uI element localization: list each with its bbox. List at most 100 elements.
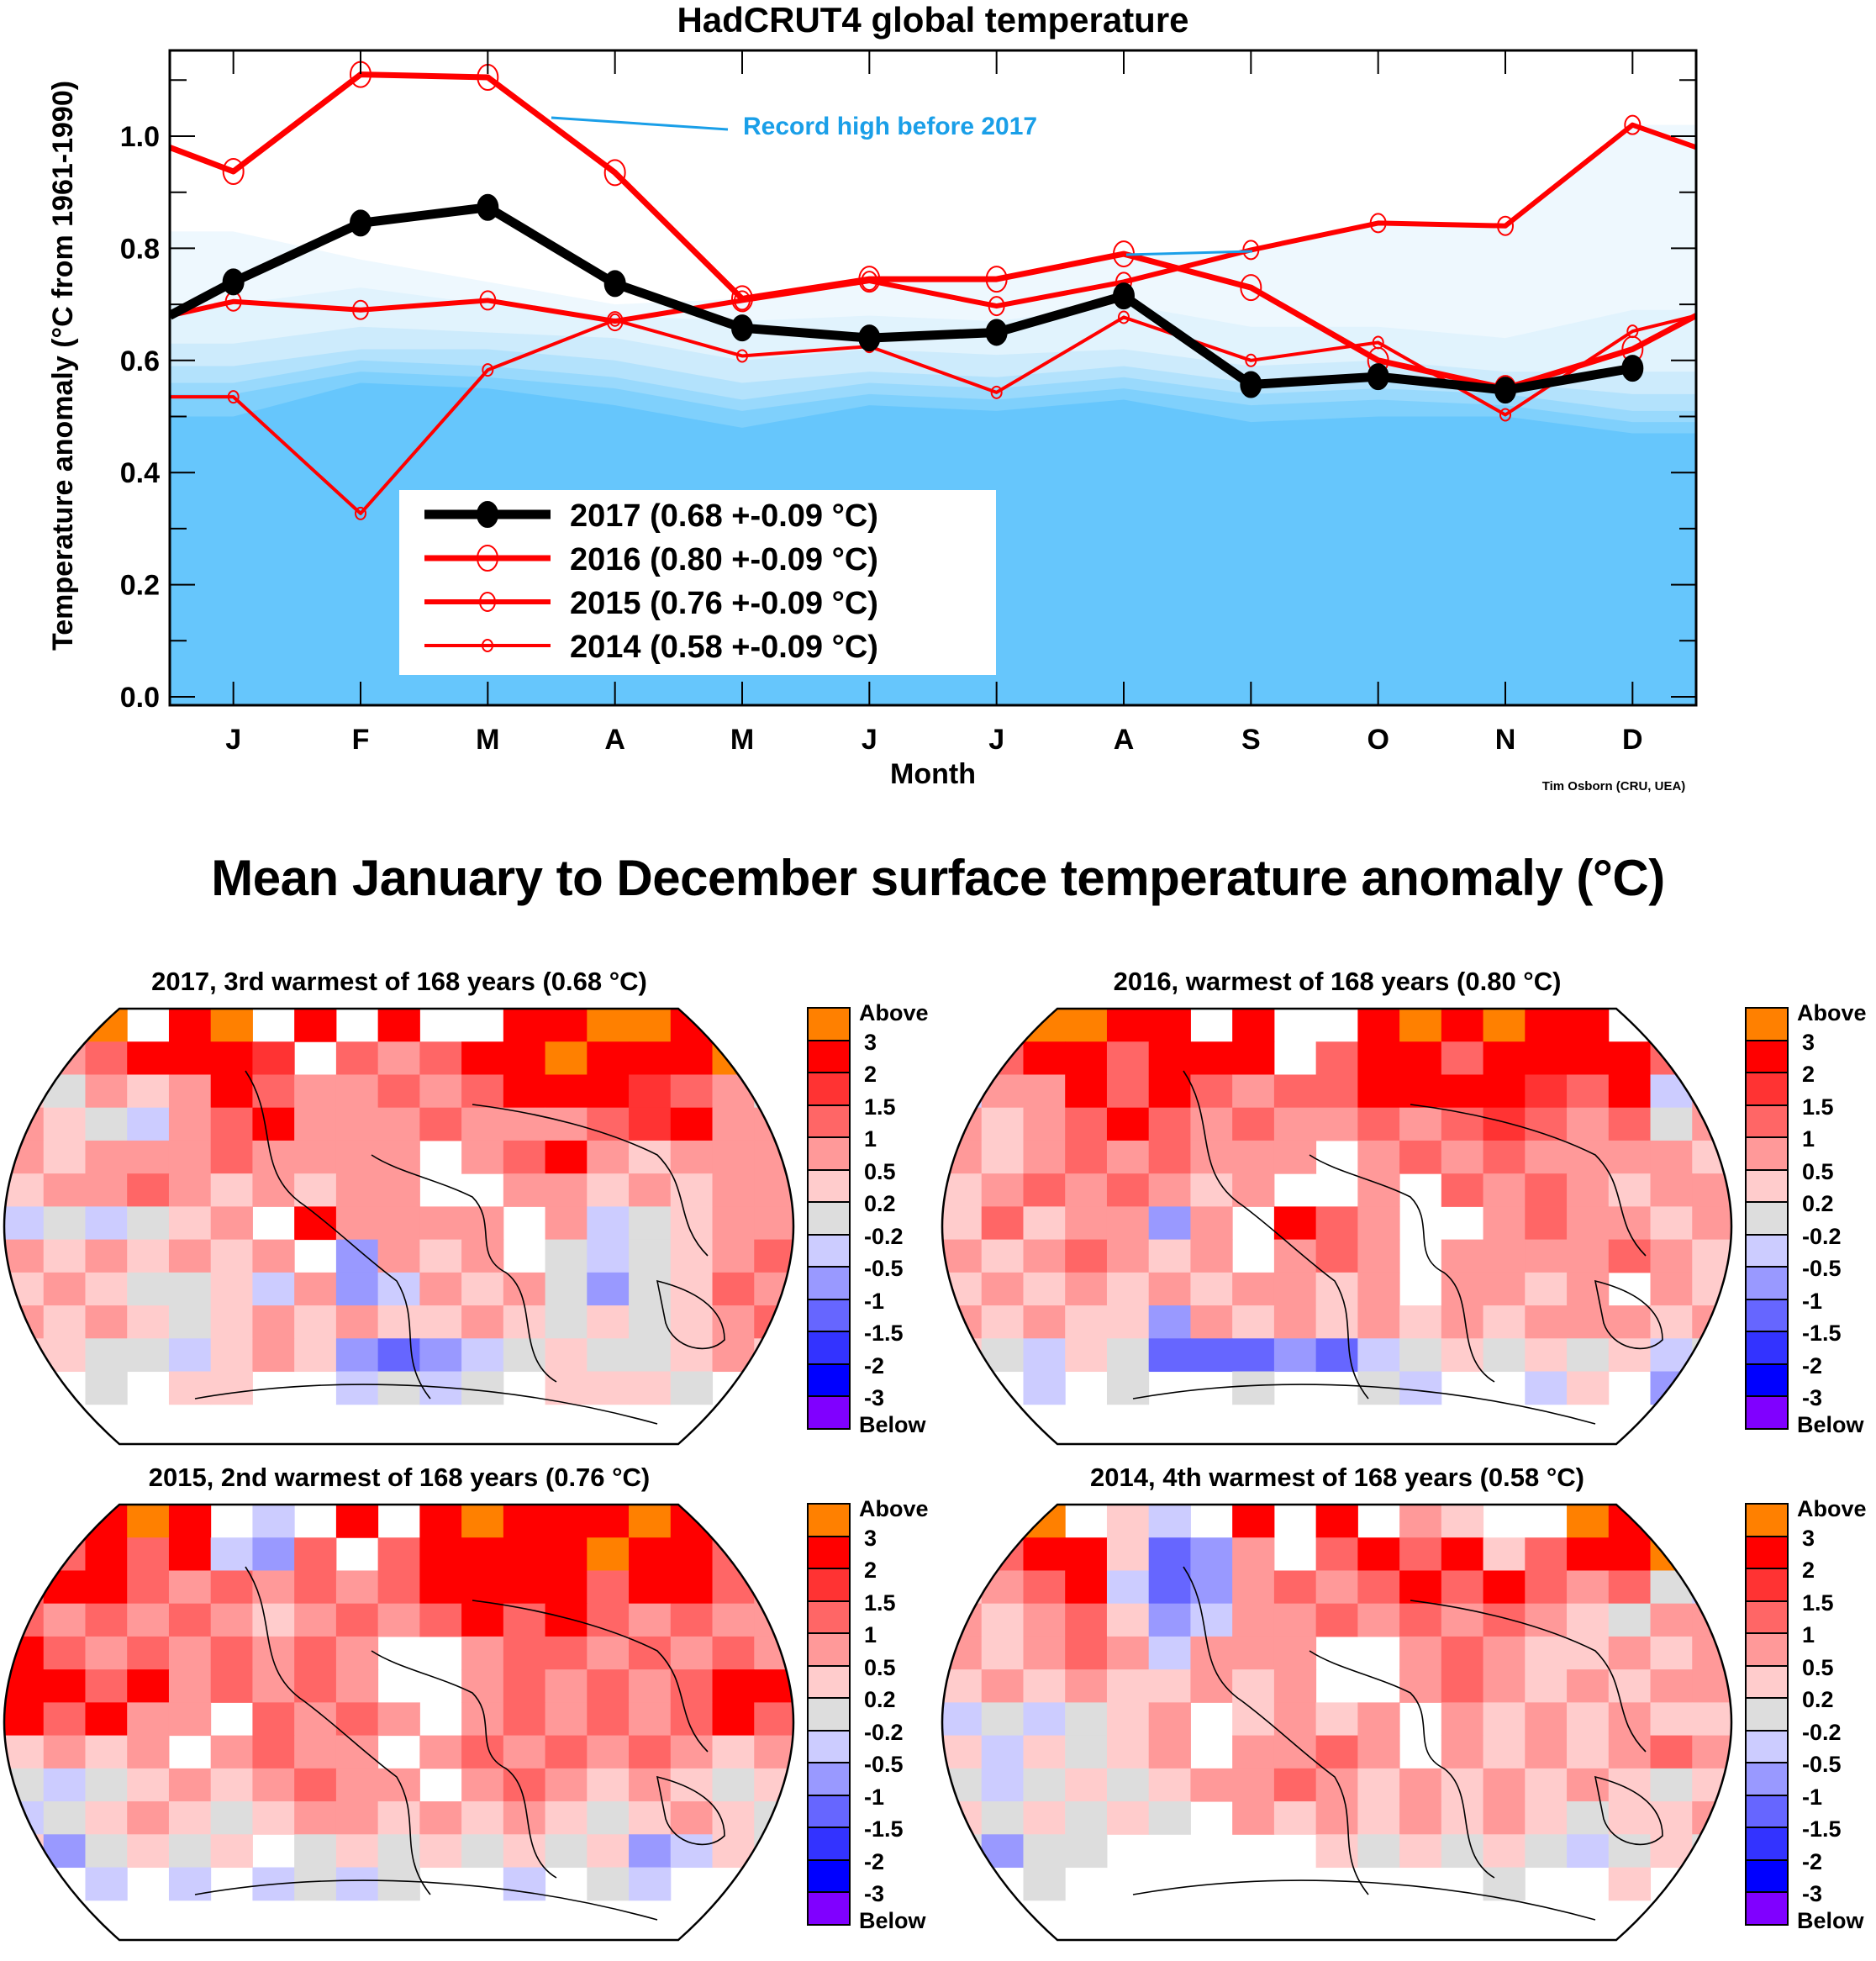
colorbar-label: 3 (1802, 1525, 1815, 1551)
grid-cell (629, 1009, 672, 1042)
colorbar-swatch (1745, 1136, 1789, 1171)
grid-cell (587, 1603, 630, 1637)
grid-cell (335, 1834, 379, 1869)
grid-cell (545, 1206, 588, 1241)
grid-cell (1608, 1338, 1652, 1373)
colorbar-swatch (807, 1697, 851, 1732)
grid-cell (1608, 1173, 1652, 1207)
grid-cell (503, 1702, 546, 1737)
grid-cell (754, 1272, 793, 1306)
grid-cell (419, 1107, 462, 1141)
grid-cell (1441, 1173, 1484, 1207)
grid-cell (1483, 1041, 1526, 1075)
grid-cell (210, 1801, 253, 1835)
legend-label-2017: 2017 (0.68 +-0.09 °C) (570, 498, 878, 534)
colorbar-label: -2 (1802, 1848, 1823, 1874)
grid-cell (503, 1272, 546, 1306)
coastline (1132, 1384, 1596, 1425)
grid-cell (1023, 1669, 1066, 1703)
grid-cell (252, 1702, 295, 1737)
grid-cell (942, 1570, 983, 1605)
grid-cell (1357, 1338, 1400, 1373)
grid-cell (85, 1867, 128, 1901)
grid-cell (1650, 1603, 1693, 1637)
grid-cell (503, 1768, 546, 1802)
grid-cell (252, 1239, 295, 1273)
grid-cell (629, 1239, 672, 1273)
grid-cell (1315, 1834, 1358, 1869)
grid-cell (377, 1537, 420, 1571)
grid-cell (85, 1801, 128, 1835)
grid-cell (43, 1735, 86, 1769)
grid-cell (587, 1768, 630, 1802)
grid-cell (1483, 1074, 1526, 1109)
grid-cell (252, 1735, 295, 1769)
colorbar-label: 3 (864, 1525, 877, 1551)
grid-cell (981, 1537, 1024, 1571)
grid-cell (1106, 1305, 1150, 1339)
grid-cell (252, 1173, 295, 1207)
grid-cell (754, 1074, 793, 1109)
grid-cell (1023, 1603, 1066, 1637)
grid-cell (1023, 1867, 1066, 1901)
grid-cell (1232, 1603, 1275, 1637)
grid-cell (1399, 1009, 1442, 1042)
grid-cell (670, 1768, 714, 1802)
grid-cell (1441, 1074, 1484, 1109)
grid-cell (1650, 1669, 1693, 1703)
grid-cell (1232, 1074, 1275, 1109)
grid-cell (1483, 1173, 1526, 1207)
grid-cell (1608, 1636, 1652, 1670)
grid-cell (1148, 1537, 1191, 1571)
grid-cell (1148, 1173, 1191, 1207)
colorbar-label: 2 (1802, 1558, 1815, 1583)
grid-cell (1608, 1867, 1652, 1901)
grid-cell (754, 1768, 793, 1802)
colorbar-swatch (1745, 1168, 1789, 1203)
grid-cell (252, 1537, 295, 1571)
grid-cell (545, 1801, 588, 1835)
grid-cell (127, 1338, 170, 1373)
grid-cell (1692, 1636, 1731, 1670)
grid-cell (127, 1505, 170, 1538)
grid-cell (1106, 1505, 1150, 1538)
grid-cell (1106, 1107, 1150, 1141)
grid-cell (1315, 1074, 1358, 1109)
grid-cell (1106, 1636, 1150, 1670)
colorbar-swatch (807, 1168, 851, 1203)
grid-cell (1273, 1074, 1317, 1109)
grid-cell (1315, 1338, 1358, 1373)
colorbar-label: 0.5 (864, 1158, 896, 1184)
grid-cell (1357, 1305, 1400, 1339)
colorbar-label: 1 (864, 1622, 877, 1647)
grid-cell (587, 1735, 630, 1769)
grid-cell (377, 1603, 420, 1637)
grid-cell (1148, 1735, 1191, 1769)
grid-cell (1483, 1735, 1526, 1769)
colorbar-swatch (1745, 1891, 1789, 1926)
grid-cell (127, 1735, 170, 1769)
grid-cell (335, 1801, 379, 1835)
grid-cell (1190, 1140, 1233, 1174)
grid-cell (335, 1768, 379, 1802)
grid-cell (629, 1669, 672, 1703)
grid-cell (1232, 1371, 1275, 1405)
grid-cell (981, 1570, 1024, 1605)
grid-cell (252, 1272, 295, 1306)
grid-cell (1065, 1206, 1108, 1241)
grid-cell (587, 1206, 630, 1241)
grid-cell (981, 1140, 1024, 1174)
grid-cell (1567, 1735, 1610, 1769)
grid-cell (1608, 1074, 1652, 1109)
grid-cell (942, 1239, 983, 1273)
x-axis-label: Month (890, 758, 976, 790)
grid-cell (377, 1702, 420, 1737)
grid-cell (294, 1272, 337, 1306)
colorbar-swatch (807, 1535, 851, 1569)
colorbar-label: 0.2 (864, 1191, 896, 1216)
grid-cell (1065, 1603, 1108, 1637)
grid-cell (1525, 1338, 1568, 1373)
grid-cell (981, 1173, 1024, 1207)
grid-cell (127, 1272, 170, 1306)
grid-cell (1315, 1505, 1358, 1538)
